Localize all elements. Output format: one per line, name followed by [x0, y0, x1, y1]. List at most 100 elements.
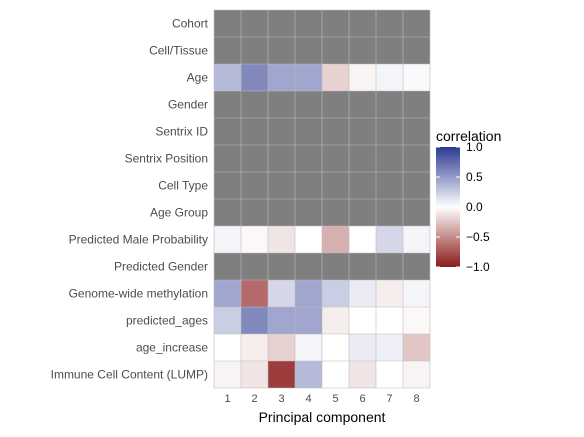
heatmap-cell	[349, 172, 376, 199]
x-tick-label: 2	[251, 393, 257, 405]
heatmap-cell	[268, 307, 295, 334]
heatmap-cell	[322, 145, 349, 172]
y-axis-label: Predicted Male Probability	[69, 233, 208, 247]
heatmap-cell	[349, 37, 376, 64]
legend-tick-label: −1.0	[466, 260, 490, 274]
heatmap-cell	[295, 253, 322, 280]
heatmap-cell	[241, 145, 268, 172]
heatmap-cell	[403, 307, 430, 334]
x-axis-title: Principal component	[259, 409, 386, 425]
heatmap-cell	[295, 199, 322, 226]
heatmap-cell	[403, 118, 430, 145]
y-axis-labels: Cohort Cell/Tissue Age Gender Sentrix ID Sent…	[51, 17, 209, 382]
heatmap-cell	[403, 37, 430, 64]
heatmap-cell	[403, 10, 430, 37]
heatmap-cell	[241, 10, 268, 37]
x-tick-label: 4	[305, 393, 311, 405]
heatmap-cell	[403, 199, 430, 226]
x-tick-label: 8	[413, 393, 419, 405]
heatmap-cell	[268, 145, 295, 172]
heatmap-cell	[268, 172, 295, 199]
heatmap-cell	[403, 334, 430, 361]
legend-tick-label: 1.0	[466, 140, 483, 154]
heatmap-cell	[349, 199, 376, 226]
heatmap-cell	[214, 145, 241, 172]
plot-panel	[213, 9, 431, 389]
heatmap-cell	[376, 145, 403, 172]
heatmap-cell	[295, 280, 322, 307]
heatmap-cell	[295, 226, 322, 253]
y-axis-label: Age Group	[150, 206, 208, 220]
heatmap-cell	[241, 307, 268, 334]
heatmap-cell	[268, 91, 295, 118]
y-axis-label: Cohort	[172, 17, 209, 31]
heatmap-cell	[349, 145, 376, 172]
heatmap-cell	[376, 172, 403, 199]
heatmap-cell	[295, 10, 322, 37]
heatmap-cell	[268, 361, 295, 388]
heatmap-cell	[214, 334, 241, 361]
heatmap-cell	[214, 172, 241, 199]
heatmap-cell	[403, 64, 430, 91]
legend-title: correlation	[436, 128, 501, 144]
x-tick-label: 6	[359, 393, 365, 405]
heatmap-cell	[214, 361, 241, 388]
heatmap-cell	[322, 307, 349, 334]
heatmap-cell	[403, 253, 430, 280]
heatmap-cell	[322, 91, 349, 118]
y-axis-label: Gender	[168, 98, 208, 112]
y-axis-label: Genome-wide methylation	[69, 287, 208, 301]
legend: correlation 1.0 0.5 0.0 −0.5 −1.0	[436, 128, 501, 274]
heatmap-cell	[241, 64, 268, 91]
heatmap-cell	[241, 199, 268, 226]
heatmap-cell	[214, 37, 241, 64]
y-axis-label: Predicted Gender	[114, 260, 208, 274]
heatmap-cell	[403, 172, 430, 199]
heatmap-cell	[376, 334, 403, 361]
heatmap-cell	[376, 10, 403, 37]
legend-tick-label: −0.5	[466, 230, 490, 244]
x-tick-label: 3	[278, 393, 284, 405]
x-tick-label: 5	[332, 393, 338, 405]
heatmap-cell	[376, 37, 403, 64]
heatmap-cell	[241, 91, 268, 118]
heatmap-cell	[214, 226, 241, 253]
heatmap-cell	[295, 172, 322, 199]
heatmap-cell	[295, 118, 322, 145]
heatmap-cell	[295, 334, 322, 361]
heatmap-cell	[349, 361, 376, 388]
y-axis-label: Cell Type	[158, 179, 208, 193]
heatmap-cell	[214, 307, 241, 334]
y-axis-label: Cell/Tissue	[149, 44, 208, 58]
heatmap-cell	[241, 253, 268, 280]
heatmap-cell	[295, 307, 322, 334]
heatmap-cell	[349, 10, 376, 37]
heatmap-cell	[214, 10, 241, 37]
heatmap-cell	[322, 118, 349, 145]
heatmap-cell	[349, 334, 376, 361]
heatmap-cell	[268, 253, 295, 280]
x-axis-ticks: 1 2 3 4 5 6 7 8	[224, 393, 419, 405]
y-axis-label: Immune Cell Content (LUMP)	[51, 368, 208, 382]
heatmap-cell	[376, 307, 403, 334]
heatmap-cell	[322, 64, 349, 91]
heatmap-cell	[268, 64, 295, 91]
heatmap-cell	[268, 334, 295, 361]
heatmap-cell	[241, 172, 268, 199]
y-axis-label: predicted_ages	[126, 314, 208, 328]
heatmap-cell	[241, 280, 268, 307]
heatmap-cell	[214, 91, 241, 118]
heatmap-cell	[241, 118, 268, 145]
heatmap-cell	[322, 253, 349, 280]
heatmap-cell	[268, 37, 295, 64]
heatmap-cell	[268, 226, 295, 253]
heatmap-cell	[403, 280, 430, 307]
heatmap-cell	[241, 226, 268, 253]
heatmap-cell	[322, 226, 349, 253]
heatmap-cell	[295, 91, 322, 118]
heatmap-cell	[268, 199, 295, 226]
heatmap-cell	[349, 280, 376, 307]
heatmap-cell	[241, 37, 268, 64]
heatmap-cell	[322, 280, 349, 307]
legend-ticks: 1.0 0.5 0.0 −0.5 −1.0	[436, 140, 490, 274]
